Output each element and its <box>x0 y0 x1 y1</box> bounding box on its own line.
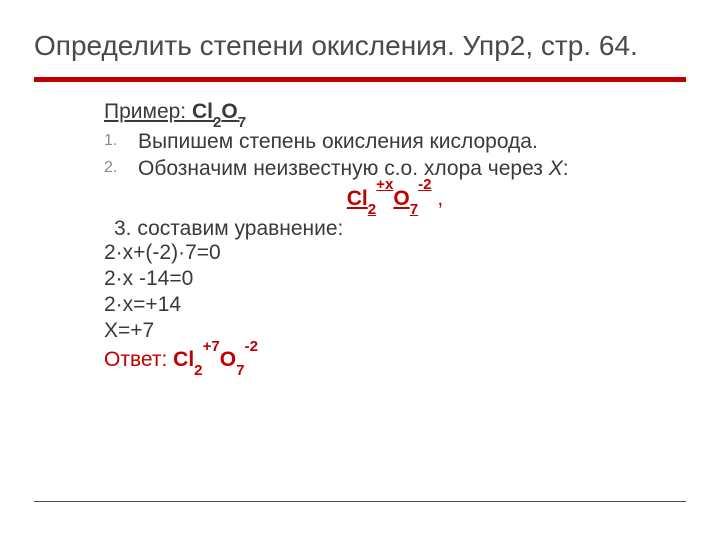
step-2-var: Х <box>549 157 563 180</box>
step-2-post: : <box>563 157 569 180</box>
eq-1: 2·х+(-2)·7=0 <box>104 241 686 266</box>
step-1: Выпишем степень окисления кислорода. <box>138 130 686 155</box>
steps-list: Выпишем степень окисления кислорода. Обо… <box>104 130 686 182</box>
slide: Определить степени окисления. Упр2, стр.… <box>0 0 720 540</box>
ans-sup2: -2 <box>245 338 258 355</box>
cf-cl: Cl <box>347 187 368 210</box>
step-3-num: 3. <box>114 217 137 240</box>
step-3-text: составим уравнение: <box>137 217 343 240</box>
el-cl: Cl <box>192 100 213 123</box>
red-rule <box>34 77 686 82</box>
answer-line: Ответ: Cl2+7O7-2 <box>104 345 686 376</box>
eq-2: 2·х -14=0 <box>104 267 686 292</box>
step-2-pre: Обозначим неизвестную с.о. хлора через <box>138 157 549 180</box>
example-line: Пример: Cl2O7 <box>104 100 686 128</box>
ans-cl: Cl <box>173 348 194 371</box>
center-formula: Cl2+хO7-2 , <box>104 184 686 215</box>
equation-block: 2·х+(-2)·7=0 2·х -14=0 2·х=+14 Х=+7 <box>104 241 686 343</box>
cf-sub2: 7 <box>410 201 418 218</box>
step-3: 3. составим уравнение: <box>114 217 686 242</box>
answer-label: Ответ: <box>104 348 173 371</box>
ans-sup1: +7 <box>203 338 220 355</box>
ans-sub1: 2 <box>194 362 202 379</box>
slide-body: Пример: Cl2O7 Выпишем степень окисления … <box>104 100 686 376</box>
slide-title: Определить степени окисления. Упр2, стр.… <box>34 28 686 63</box>
cf-sub1: 2 <box>368 201 376 218</box>
example-formula: Cl2O7 <box>192 100 246 123</box>
sub-7: 7 <box>238 114 246 131</box>
ans-o: O <box>220 348 236 371</box>
sub-2: 2 <box>213 114 221 131</box>
cf-sup2: -2 <box>418 176 431 193</box>
bottom-rule <box>34 501 686 502</box>
el-o: O <box>221 100 237 123</box>
ans-sub2: 7 <box>236 362 244 379</box>
answer-formula: Cl2+7O7-2 <box>173 348 258 371</box>
eq-4: Х=+7 <box>104 319 686 344</box>
step-2: Обозначим неизвестную с.о. хлора через Х… <box>138 157 686 182</box>
example-label: Пример: <box>104 100 192 123</box>
cf-o: O <box>393 187 409 210</box>
cf-sup1: +х <box>376 176 393 193</box>
eq-3: 2·х=+14 <box>104 293 686 318</box>
cf-trailer: , <box>432 187 444 210</box>
